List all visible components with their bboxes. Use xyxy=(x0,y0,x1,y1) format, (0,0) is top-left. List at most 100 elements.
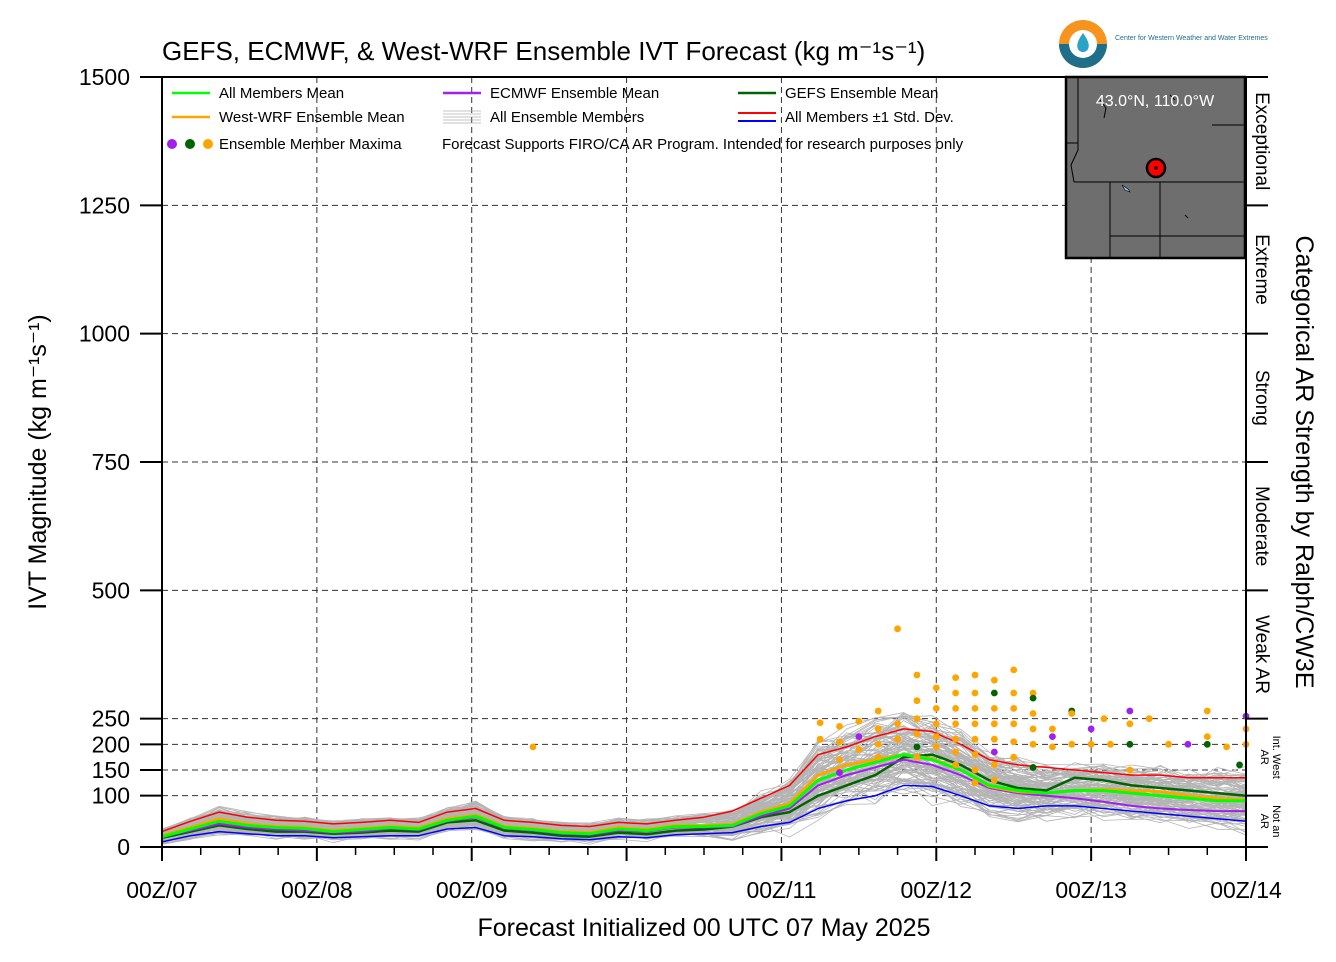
maxima-dot xyxy=(952,720,960,728)
maxima-dot xyxy=(836,722,843,730)
series-line-gefs-ensemble-mean xyxy=(161,753,1247,840)
y-tick-label: 0 xyxy=(117,834,130,860)
ensemble-member-line xyxy=(161,783,1247,845)
maxima-dot xyxy=(990,776,998,784)
maxima-dot xyxy=(1100,715,1108,723)
maxima-dot xyxy=(1236,761,1243,769)
maxima-dot xyxy=(1029,740,1037,748)
legend-label-all-mean: All Members Mean xyxy=(219,85,344,102)
legend-dot-orange xyxy=(203,139,213,149)
y-tick-label: 1250 xyxy=(79,192,130,218)
x-tick-label: 00Z/14 xyxy=(1210,877,1282,903)
maxima-dot xyxy=(971,735,979,743)
maxima-dot xyxy=(894,720,901,728)
maxima-dot xyxy=(1010,666,1018,674)
maxima-dot xyxy=(1126,766,1134,774)
maxima-dot xyxy=(1203,740,1211,748)
maxima-dot xyxy=(932,720,940,728)
legend-label-gefs-mean: GEFS Ensemble Mean xyxy=(785,85,938,102)
maxima-dot xyxy=(952,761,960,769)
maxima-dot xyxy=(971,689,979,697)
y-tick-label: 1000 xyxy=(79,321,130,347)
maxima-dot xyxy=(874,725,882,733)
x-tick-label: 00Z/07 xyxy=(126,877,198,903)
maxima-dot xyxy=(1010,738,1018,746)
maxima-dot xyxy=(1068,740,1076,748)
maxima-dot xyxy=(1010,753,1018,761)
maxima-dot xyxy=(990,735,998,743)
maxima-dot xyxy=(816,719,824,727)
x-tick-label: 00Z/11 xyxy=(746,877,816,903)
maxima-dot xyxy=(952,674,960,681)
maxima-dot xyxy=(990,705,998,712)
legend-label-wrf-mean: West-WRF Ensemble Mean xyxy=(219,109,405,126)
maxima-dot xyxy=(1068,710,1076,717)
cw3e-logo: Center for Western Weather and Water Ext… xyxy=(1059,20,1268,68)
maxima-dot xyxy=(894,735,901,743)
y-tick-label: 100 xyxy=(92,783,130,809)
maxima-dot xyxy=(932,733,940,741)
maxima-dot xyxy=(990,748,998,756)
maxima-dot xyxy=(1049,725,1056,733)
category-label-line: Int. West xyxy=(1270,736,1282,779)
legend-dot-green xyxy=(185,139,195,149)
maxima-dot xyxy=(913,671,921,679)
maxima-dot xyxy=(971,751,979,758)
category-label-line: AR xyxy=(1258,750,1270,765)
y-axis-label: IVT Magnitude (kg m⁻¹s⁻¹) xyxy=(24,314,52,609)
maxima-dot xyxy=(1087,740,1095,748)
maxima-dot xyxy=(913,730,921,738)
maxima-dot xyxy=(1010,689,1018,697)
series-line-all-members-mean xyxy=(161,753,1246,839)
chart-title: GEFS, ECMWF, & West-WRF Ensemble IVT For… xyxy=(162,36,925,66)
maxima-dot xyxy=(971,766,979,774)
x-tick-label: 00Z/09 xyxy=(436,877,508,903)
cw3e-logo-text: Center for Western Weather and Water Ext… xyxy=(1115,35,1268,42)
maxima-dot xyxy=(990,676,998,684)
maxima-dot xyxy=(990,761,998,769)
category-label: Extreme xyxy=(1251,234,1272,305)
x-tick-label: 00Z/12 xyxy=(900,877,972,903)
x-axis-label: Forecast Initialized 00 UTC 07 May 2025 xyxy=(478,914,931,942)
ensemble-member-line xyxy=(161,713,1247,831)
maxima-dot xyxy=(855,746,863,753)
maxima-dot xyxy=(1010,705,1018,712)
maxima-dot xyxy=(913,743,921,751)
maxima-dot xyxy=(971,705,979,712)
y-tick-label: 150 xyxy=(92,757,130,783)
legend-label-all-members: All Ensemble Members xyxy=(490,109,644,126)
maxima-dot xyxy=(855,717,863,725)
y-tick-label: 250 xyxy=(92,706,130,732)
maxima-dot xyxy=(990,720,998,728)
series-lines xyxy=(161,728,1247,843)
maxima-dot xyxy=(1107,740,1114,748)
maxima-dot xyxy=(1029,694,1037,702)
maxima-dot xyxy=(990,689,998,697)
maxima-dot xyxy=(874,707,882,715)
x-tick-label: 00Z/13 xyxy=(1055,877,1127,903)
legend-dot-purple xyxy=(167,139,177,149)
x-tick-label: 00Z/08 xyxy=(281,877,353,903)
legend-note: Forecast Supports FIRO/CA AR Program. In… xyxy=(442,136,964,153)
maxima-dot xyxy=(1029,725,1037,733)
maxima-dot xyxy=(1184,740,1192,748)
maxima-dot xyxy=(1029,689,1037,697)
maxima-dot xyxy=(1087,725,1095,733)
category-label-line: Not an xyxy=(1270,805,1282,837)
legend: All Members Mean ECMWF Ensemble Mean GEF… xyxy=(167,85,964,153)
maxima-dot xyxy=(816,735,824,743)
maxima-dot xyxy=(1010,720,1018,728)
maxima-dot xyxy=(1145,715,1153,723)
inset-location-label: 43.0°N, 110.0°W xyxy=(1096,93,1215,110)
category-label: Weak AR xyxy=(1251,615,1272,694)
maxima-dot xyxy=(836,769,843,776)
maxima-dot xyxy=(1126,720,1134,728)
maxima-dot xyxy=(952,748,960,756)
category-label: Moderate xyxy=(1251,486,1272,566)
maxima-dot xyxy=(1029,764,1037,771)
y-tick-label: 200 xyxy=(92,731,130,757)
maxima-dot xyxy=(836,738,843,746)
